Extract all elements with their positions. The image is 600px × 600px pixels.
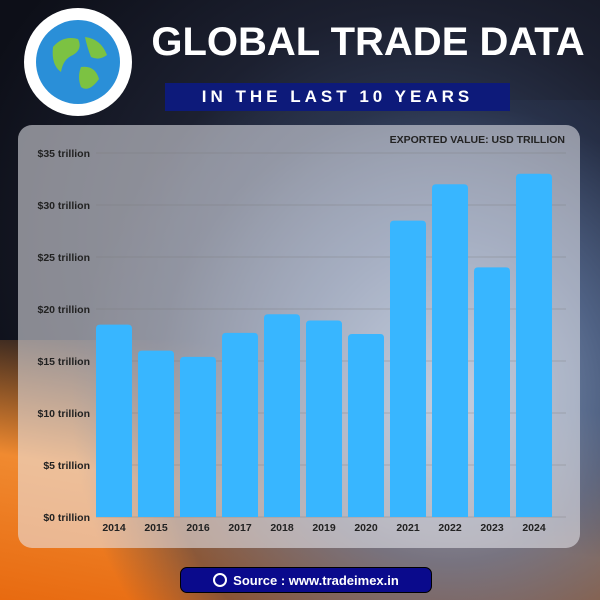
source-pill[interactable]: Source : www.tradeimex.in [180, 567, 432, 593]
x-tick-label: 2015 [144, 522, 168, 534]
bar-2014 [96, 324, 132, 517]
y-tick-label: $30 trillion [37, 200, 90, 212]
y-tick-label: $5 trillion [43, 460, 90, 472]
x-tick-label: 2020 [354, 522, 378, 534]
bar-2021 [390, 220, 426, 517]
page-title: GLOBAL TRADE DATA [151, 20, 585, 64]
x-tick-label: 2023 [480, 522, 504, 534]
y-tick-label: $35 trillion [37, 148, 90, 160]
globe-icon [36, 20, 120, 104]
x-tick-label: 2016 [186, 522, 210, 534]
bar-2017 [222, 332, 258, 517]
bar-2019 [306, 320, 342, 517]
logo [24, 8, 132, 116]
subtitle-banner: IN THE LAST 10 YEARS [165, 83, 510, 111]
x-tick-label: 2018 [270, 522, 294, 534]
bar-2016 [180, 356, 216, 517]
x-tick-label: 2021 [396, 522, 420, 534]
bar-2022 [432, 184, 468, 517]
x-tick-label: 2022 [438, 522, 462, 534]
x-tick-label: 2024 [522, 522, 546, 534]
y-tick-label: $15 trillion [37, 356, 90, 368]
bar-2023 [474, 267, 510, 517]
y-tick-label: $0 trillion [43, 512, 90, 524]
bar-2018 [264, 314, 300, 517]
y-tick-label: $20 trillion [37, 304, 90, 316]
bar-2024 [516, 173, 552, 518]
x-tick-label: 2019 [312, 522, 336, 534]
y-tick-label: $25 trillion [37, 252, 90, 264]
y-tick-label: $10 trillion [37, 408, 90, 420]
bar-2020 [348, 333, 384, 517]
bar-2015 [138, 350, 174, 517]
globe-icon [213, 573, 228, 587]
source-label: Source : www.tradeimex.in [233, 572, 399, 588]
chart-annotation: EXPORTED VALUE: USD TRILLION [390, 134, 565, 146]
x-tick-label: 2017 [228, 522, 252, 534]
x-tick-label: 2014 [102, 522, 126, 534]
